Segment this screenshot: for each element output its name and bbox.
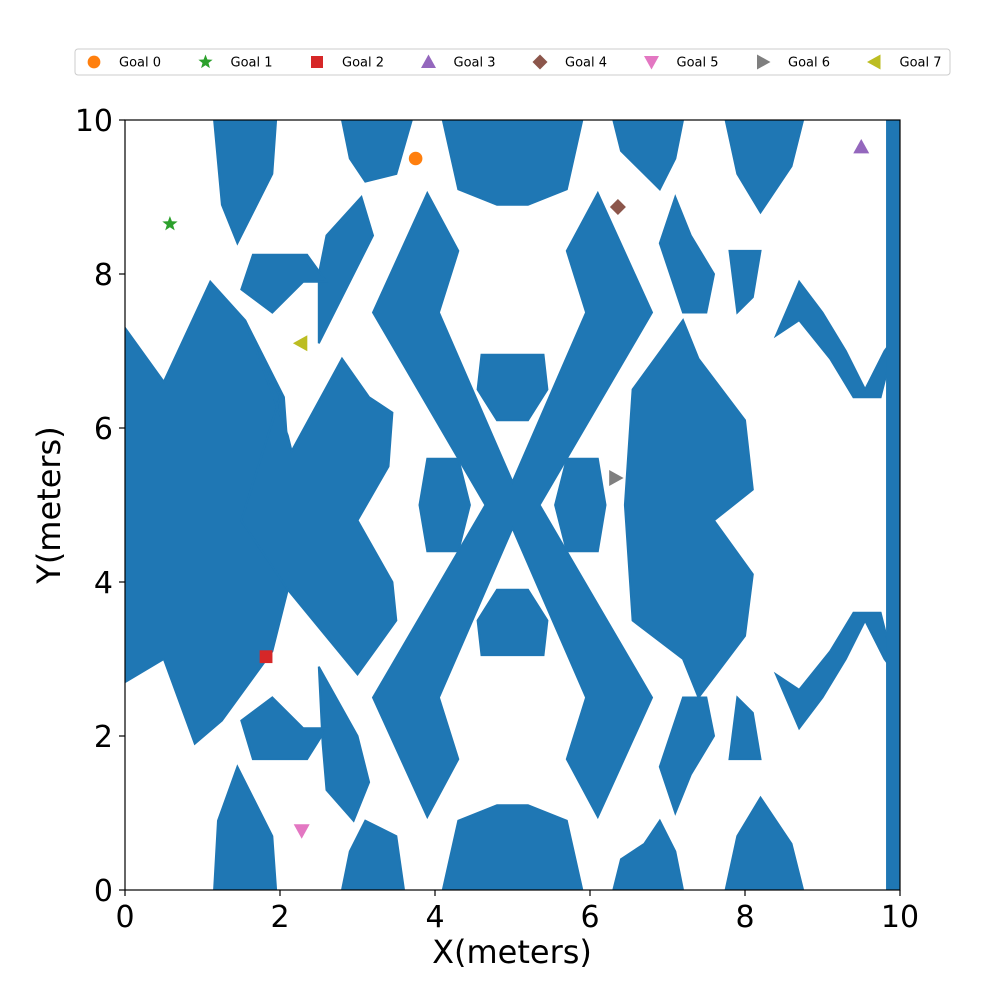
obstacle-region <box>317 666 371 823</box>
x-tick-label: 8 <box>735 900 754 935</box>
obstacle-region <box>658 194 716 314</box>
obstacle-region <box>441 120 584 206</box>
obstacle-region <box>340 819 406 890</box>
goal-0-marker <box>408 151 423 166</box>
plot-frame <box>124 119 901 891</box>
obstacle-region <box>623 318 754 700</box>
legend-goal-3-icon <box>421 54 436 68</box>
obstacle-region <box>340 120 413 183</box>
obstacle-region <box>476 588 549 657</box>
x-tick-label: 6 <box>580 900 599 935</box>
obstacle-region <box>728 695 762 761</box>
obstacle-region <box>240 253 329 314</box>
goal-3-marker <box>853 138 870 154</box>
obstacle-region <box>441 804 584 890</box>
obstacle-region <box>240 319 398 677</box>
legend-goal-6-icon <box>757 54 771 70</box>
legend-goal-1-icon <box>198 54 213 69</box>
goal-2-marker <box>259 650 273 664</box>
y-tick-label: 10 <box>75 104 113 139</box>
obstacle-region <box>240 696 329 761</box>
obstacle-region <box>724 795 805 890</box>
legend-goal-7-icon <box>867 54 881 70</box>
obstacle-region <box>476 353 549 422</box>
obstacle-region <box>886 120 900 890</box>
obstacle-region <box>612 120 685 191</box>
x-tick-label: 2 <box>270 900 289 935</box>
y-tick-label: 0 <box>94 874 113 909</box>
goal-5-marker <box>293 824 310 839</box>
legend-goal-4-label: Goal 4 <box>565 56 607 71</box>
y-tick-label: 2 <box>94 720 113 755</box>
legend-frame <box>74 48 951 76</box>
obstacle-region <box>554 457 607 553</box>
y-axis: 0 2 4 6 8 10 <box>75 104 125 909</box>
legend-goal-0-icon <box>87 55 101 69</box>
x-axis-label: X(meters) <box>432 933 592 971</box>
legend-goal-7-label: Goal 7 <box>900 56 942 71</box>
obstacle-map <box>125 120 900 890</box>
plot-area <box>124 119 901 891</box>
y-axis-label: Y(meters) <box>30 426 68 584</box>
y-tick-label: 4 <box>94 566 113 601</box>
obstacle-region <box>612 818 685 890</box>
obstacle-region <box>317 195 375 344</box>
obstacle-region <box>724 120 805 215</box>
goal-6-marker <box>609 470 624 487</box>
obstacle-region <box>418 457 471 553</box>
legend-goal-1-label: Goal 1 <box>231 56 273 71</box>
goal-1-marker <box>162 216 178 231</box>
legend-goal-3-label: Goal 3 <box>454 56 496 71</box>
y-tick-label: 8 <box>94 258 113 293</box>
goal-7-marker <box>292 335 308 352</box>
x-tick-label: 0 <box>115 900 134 935</box>
legend-goal-0-label: Goal 0 <box>119 56 161 71</box>
x-axis: 0 2 4 6 8 10 <box>115 890 919 935</box>
legend-goal-2-label: Goal 2 <box>342 56 384 71</box>
x-tick-label: 10 <box>881 900 919 935</box>
legend: Goal 0 Goal 1 Goal 2 Goal 3 Goal 4 Goal 5 Goal… <box>74 48 951 76</box>
x-tick-label: 4 <box>425 900 444 935</box>
obstacle-region <box>371 190 654 820</box>
y-tick-label: 6 <box>94 412 113 447</box>
legend-goal-5-icon <box>644 56 659 70</box>
legend-goal-2-icon <box>311 56 323 68</box>
obstacle-region <box>213 764 278 890</box>
obstacle-region <box>658 696 716 816</box>
obstacle-region <box>728 249 762 315</box>
goal-markers <box>162 138 870 839</box>
legend-goal-4-icon <box>532 54 548 70</box>
legend-goal-5-label: Goal 5 <box>677 56 719 71</box>
legend-goal-6-label: Goal 6 <box>788 56 830 71</box>
obstacle-region <box>213 120 278 246</box>
goal-4-marker <box>609 199 626 216</box>
